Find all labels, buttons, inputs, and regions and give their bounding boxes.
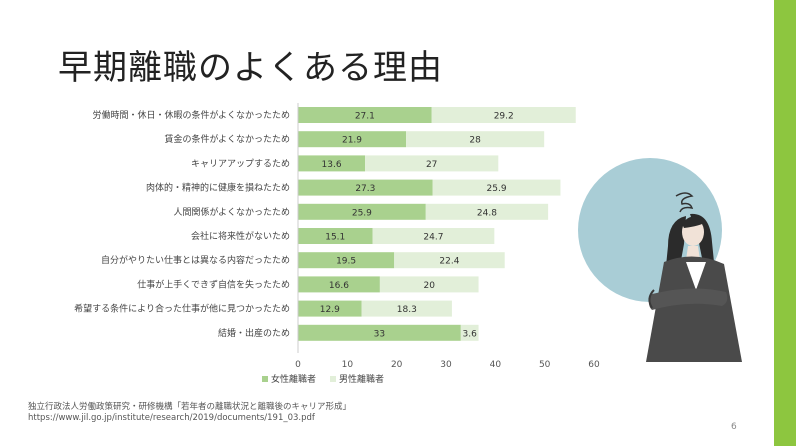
bar-female <box>298 228 373 244</box>
bar-female <box>298 131 407 148</box>
slide-title: 早期離職のよくある理由 <box>58 48 443 88</box>
data-label: 33 <box>374 329 385 339</box>
data-label: 24.7 <box>423 233 443 243</box>
bar-female <box>298 300 362 317</box>
source-url: https://www.jil.go.jp/institute/research… <box>28 413 315 423</box>
worried-woman-illustration <box>646 192 742 362</box>
category-label: 結婚・出産のため <box>218 327 290 339</box>
data-label: 20 <box>424 281 436 291</box>
data-label: 28 <box>469 136 481 146</box>
x-axis: 0 10 20 30 40 50 60 <box>295 103 600 370</box>
data-label: 29.2 <box>494 112 514 122</box>
data-label: 27.1 <box>355 112 375 122</box>
bar-female <box>298 252 395 269</box>
legend-swatch-male <box>330 375 337 382</box>
page-number: 6 <box>731 422 737 432</box>
x-tick-label: 30 <box>440 360 452 370</box>
bar-male <box>432 179 561 196</box>
data-label: 21.9 <box>342 136 362 146</box>
category-label: 賃金の条件がよくなかったため <box>164 133 290 145</box>
category-label: 会社に将来性がないため <box>191 230 290 242</box>
bar-female <box>298 276 380 293</box>
category-label: 人間関係がよくなかったため <box>173 206 290 218</box>
source-title: 独立行政法人労働政策研究・研修機構「若年者の離職状況と離職後のキャリア形成」 <box>28 402 352 412</box>
bar-male <box>394 252 505 269</box>
legend-label-female: 女性離職者 <box>271 375 317 385</box>
x-tick-label: 40 <box>490 360 502 370</box>
bar-male <box>365 155 499 172</box>
stacked-bar-chart: 労働時間・休日・休暇の条件がよくなかったため 27.1 29.2 賃金の条件がよくなか… <box>74 103 742 370</box>
bar-female <box>298 155 366 172</box>
data-label: 13.6 <box>322 160 342 170</box>
category-label: 自分がやりたい仕事とは異なる内容だったため <box>101 254 290 266</box>
data-label: 12.9 <box>320 305 340 315</box>
source-citation: 独立行政法人労働政策研究・研修機構「若年者の離職状況と離職後のキャリア形成」 h… <box>28 402 351 424</box>
bar-female <box>298 107 432 123</box>
data-label: 27.3 <box>355 184 375 194</box>
category-label: 仕事が上手くできず自信を失ったため <box>137 278 290 290</box>
bar-female <box>298 179 433 196</box>
bar-male <box>379 276 479 293</box>
data-label: 25.9 <box>352 208 372 218</box>
legend-item-male: 男性離職者 <box>330 372 384 385</box>
x-tick-label: 0 <box>295 360 301 370</box>
x-tick-label: 50 <box>539 360 551 370</box>
x-tick-label: 10 <box>342 360 354 370</box>
legend-swatch-female <box>262 375 268 382</box>
legend-label-male: 男性離職者 <box>339 375 385 385</box>
x-tick-label: 60 <box>588 360 600 370</box>
bar-male <box>431 107 576 123</box>
category-label: 希望する条件により合った仕事が他に見つかったため <box>74 303 290 315</box>
data-label: 15.1 <box>325 233 345 243</box>
category-label: 肉体的・精神的に健康を損ねたため <box>146 182 290 194</box>
data-label: 3.6 <box>463 329 478 339</box>
bar-male <box>460 324 479 341</box>
bar-male <box>372 228 495 244</box>
category-label: キャリアアップするため <box>191 158 290 169</box>
data-label: 27 <box>426 160 437 170</box>
accent-side-bar <box>774 0 796 446</box>
bar-male <box>361 300 452 317</box>
data-label: 22.4 <box>439 257 459 267</box>
bar-group: 労働時間・休日・休暇の条件がよくなかったため 27.1 29.2 賃金の条件がよくなか… <box>74 107 576 341</box>
bar-female <box>298 324 461 341</box>
chart-legend: 女性離職者 男性離職者 <box>262 372 384 385</box>
bar-male <box>425 203 549 220</box>
category-label: 労働時間・休日・休暇の条件がよくなかったため <box>92 109 290 121</box>
x-tick-label: 20 <box>391 360 403 370</box>
bar-male <box>406 131 545 148</box>
data-label: 25.9 <box>487 184 507 194</box>
data-label: 19.5 <box>336 257 356 267</box>
data-label: 18.3 <box>397 305 417 315</box>
data-label: 16.6 <box>329 281 349 291</box>
legend-item-female: 女性離職者 <box>262 372 316 385</box>
data-label: 24.8 <box>477 208 497 218</box>
bar-female <box>298 203 426 220</box>
